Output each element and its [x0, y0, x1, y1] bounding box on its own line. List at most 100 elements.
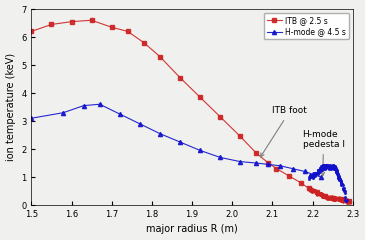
Point [338, 198, 344, 202]
Point [333, 170, 339, 174]
Point [337, 177, 343, 181]
ITB @ 2.5 s [299, 181, 303, 184]
Point [306, 175, 312, 179]
Point [331, 197, 337, 201]
Point [344, 197, 350, 201]
Point [330, 163, 335, 167]
Point [320, 194, 326, 198]
Point [343, 199, 349, 203]
Point [328, 196, 334, 200]
Point [307, 188, 312, 192]
Point [310, 175, 316, 179]
Point [313, 172, 319, 176]
Point [340, 197, 346, 201]
Point [345, 201, 350, 204]
Point [342, 198, 347, 201]
Point [323, 195, 329, 199]
Point [330, 197, 336, 201]
Point [334, 169, 339, 173]
Point [311, 189, 316, 193]
Point [318, 191, 324, 195]
Point [313, 191, 319, 195]
Point [330, 164, 336, 168]
ITB @ 2.5 s [347, 199, 351, 202]
Point [331, 198, 337, 202]
Point [313, 191, 319, 195]
Point [327, 196, 333, 200]
Legend: ITB @ 2.5 s, H-mode @ 4.5 s: ITB @ 2.5 s, H-mode @ 4.5 s [264, 13, 349, 39]
Point [314, 192, 320, 196]
Point [323, 164, 329, 168]
Point [346, 201, 351, 204]
Point [342, 198, 348, 202]
Point [319, 195, 325, 199]
Point [331, 195, 337, 199]
Point [339, 199, 345, 203]
Point [340, 198, 346, 202]
Point [320, 163, 326, 167]
Point [316, 191, 322, 195]
Point [315, 191, 321, 194]
Point [338, 198, 343, 201]
Point [319, 166, 325, 170]
Point [343, 198, 349, 202]
Point [331, 164, 337, 168]
Point [342, 198, 348, 202]
Point [331, 164, 337, 168]
ITB @ 2.5 s [126, 30, 130, 33]
Point [322, 166, 328, 169]
Point [327, 196, 333, 200]
Point [334, 171, 339, 174]
Point [331, 196, 337, 200]
Point [327, 197, 333, 200]
Point [327, 164, 333, 168]
Point [338, 197, 344, 200]
Point [333, 198, 338, 202]
Point [320, 164, 326, 168]
Point [328, 197, 334, 201]
Point [317, 169, 323, 173]
Point [340, 200, 346, 204]
Point [319, 192, 324, 196]
Point [319, 194, 325, 198]
Point [328, 196, 334, 200]
Point [347, 200, 353, 204]
Point [339, 182, 345, 186]
Point [323, 166, 329, 169]
Point [320, 195, 326, 199]
Point [318, 193, 324, 197]
Point [343, 199, 349, 203]
Point [315, 172, 321, 175]
Point [333, 196, 339, 200]
Point [327, 195, 333, 198]
Point [316, 192, 322, 196]
Point [331, 198, 337, 202]
Point [320, 195, 326, 199]
ITB @ 2.5 s [286, 174, 291, 177]
Point [336, 196, 342, 199]
Point [330, 165, 336, 169]
Point [344, 198, 350, 201]
Point [323, 196, 329, 200]
Point [326, 196, 332, 200]
Point [321, 163, 327, 167]
Point [332, 166, 338, 170]
Point [334, 170, 340, 174]
Point [340, 186, 346, 190]
Point [318, 193, 324, 197]
Point [315, 169, 321, 173]
Point [312, 189, 318, 192]
Point [319, 192, 325, 196]
H-mode @ 4.5 s [319, 176, 323, 179]
ITB @ 2.5 s [158, 55, 162, 58]
H-mode @ 4.5 s [290, 167, 295, 170]
Point [344, 199, 350, 203]
Point [307, 188, 312, 192]
H-mode @ 4.5 s [158, 132, 162, 135]
Point [325, 165, 331, 169]
Point [309, 175, 315, 179]
Point [325, 164, 331, 168]
Point [321, 193, 327, 197]
Point [324, 196, 330, 200]
Point [336, 197, 342, 201]
